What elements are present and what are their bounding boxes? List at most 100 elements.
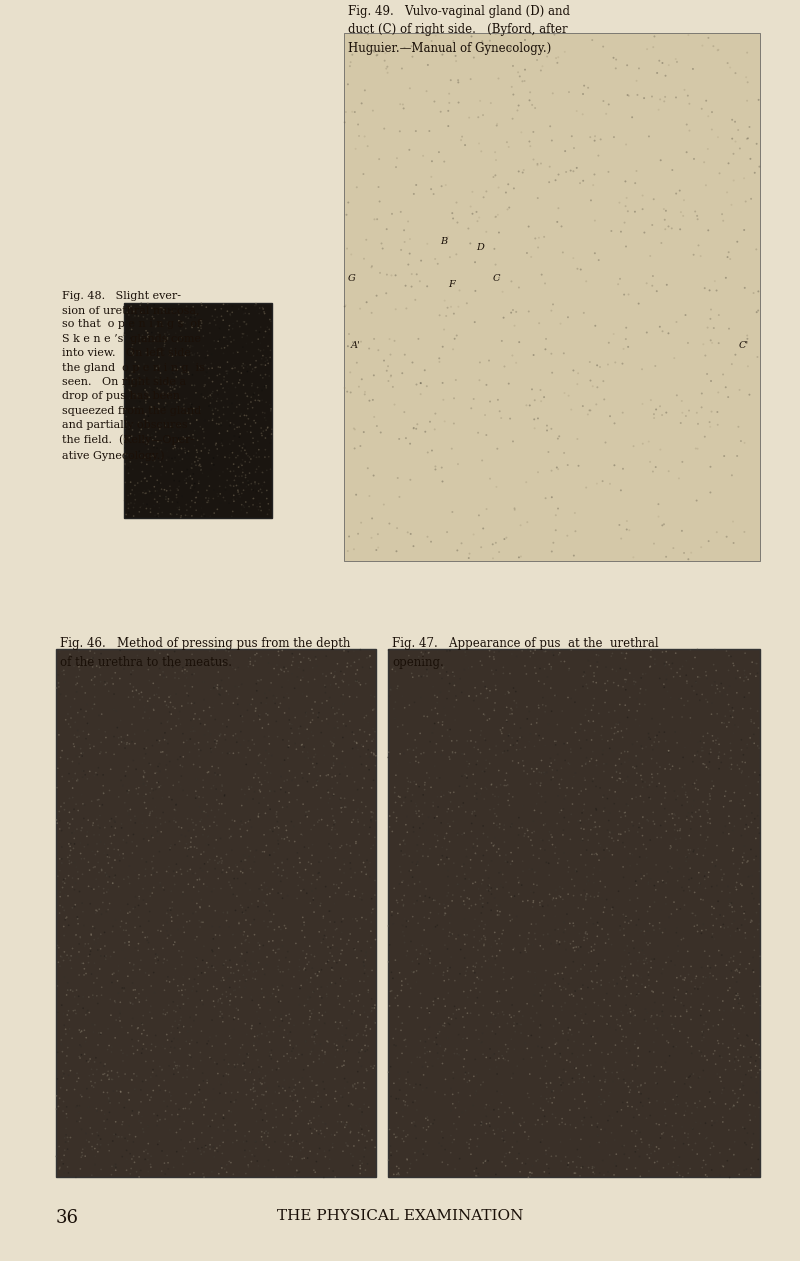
Point [355, 154, 368, 174]
Point [116, 295, 129, 315]
Point [614, 353, 626, 373]
Point [445, 148, 458, 168]
Point [70, 270, 82, 290]
Point [530, 270, 543, 290]
Point [596, 122, 609, 142]
Point [522, 190, 534, 211]
Point [502, 547, 515, 567]
Point [527, 262, 540, 282]
Point [332, 255, 345, 275]
Point [473, 768, 486, 788]
Point [156, 947, 169, 967]
Point [388, 149, 401, 169]
Point [118, 948, 130, 968]
Point [126, 827, 138, 847]
Point [424, 542, 437, 562]
Point [418, 498, 431, 518]
Point [251, 603, 264, 623]
Point [182, 588, 194, 608]
Point [51, 204, 64, 224]
Point [611, 485, 624, 506]
Point [206, 873, 219, 893]
Point [241, 230, 254, 250]
Point [402, 178, 414, 198]
Point [153, 586, 166, 607]
Point [719, 897, 732, 917]
Point [453, 228, 466, 248]
Point [688, 391, 701, 411]
Point [246, 282, 258, 303]
Point [753, 1117, 766, 1137]
Point [388, 491, 401, 511]
Point [330, 236, 342, 256]
Point [168, 803, 181, 823]
Point [258, 826, 271, 846]
Point [691, 532, 704, 552]
Point [746, 139, 758, 159]
Point [733, 310, 746, 330]
Point [506, 842, 519, 863]
Point [265, 288, 278, 308]
Point [223, 221, 236, 241]
Point [574, 337, 587, 357]
Point [196, 456, 209, 477]
Point [294, 177, 306, 197]
Point [603, 190, 616, 211]
Point [118, 293, 130, 313]
Point [256, 798, 269, 818]
Point [613, 288, 626, 308]
Point [444, 368, 457, 388]
Point [717, 477, 730, 497]
Point [142, 158, 154, 178]
Point [727, 129, 740, 149]
Point [588, 416, 601, 436]
Point [414, 226, 426, 246]
Point [98, 328, 111, 348]
Point [385, 593, 398, 613]
Point [407, 195, 420, 216]
Point [152, 595, 165, 615]
Point [114, 192, 127, 212]
Point [62, 502, 75, 522]
Point [458, 1139, 471, 1159]
Point [698, 520, 711, 540]
Point [689, 528, 702, 549]
Point [488, 1034, 501, 1054]
Point [146, 844, 159, 864]
Point [115, 256, 128, 276]
Point [226, 396, 238, 416]
Point [138, 132, 150, 153]
Point [80, 545, 93, 565]
Point [554, 141, 567, 161]
Point [180, 885, 193, 905]
Point [321, 296, 334, 317]
Point [449, 115, 462, 135]
Point [266, 411, 279, 431]
Point [338, 156, 351, 177]
Point [634, 198, 647, 218]
Point [148, 411, 161, 431]
Point [411, 226, 424, 246]
Point [733, 894, 746, 914]
Point [146, 876, 158, 897]
Point [568, 184, 581, 204]
Point [697, 939, 710, 960]
Point [236, 562, 249, 583]
Point [657, 269, 670, 289]
Point [577, 240, 590, 260]
Point [338, 204, 351, 224]
Point [378, 1155, 390, 1175]
Point [186, 816, 198, 836]
Point [555, 274, 568, 294]
Point [304, 266, 317, 286]
Point [91, 139, 104, 159]
Point [445, 349, 458, 369]
Point [221, 803, 234, 823]
Point [198, 851, 210, 871]
Point [732, 288, 745, 308]
Point [172, 565, 185, 585]
Point [466, 617, 478, 637]
Point [493, 1050, 506, 1071]
Point [217, 869, 230, 889]
Point [480, 516, 493, 536]
